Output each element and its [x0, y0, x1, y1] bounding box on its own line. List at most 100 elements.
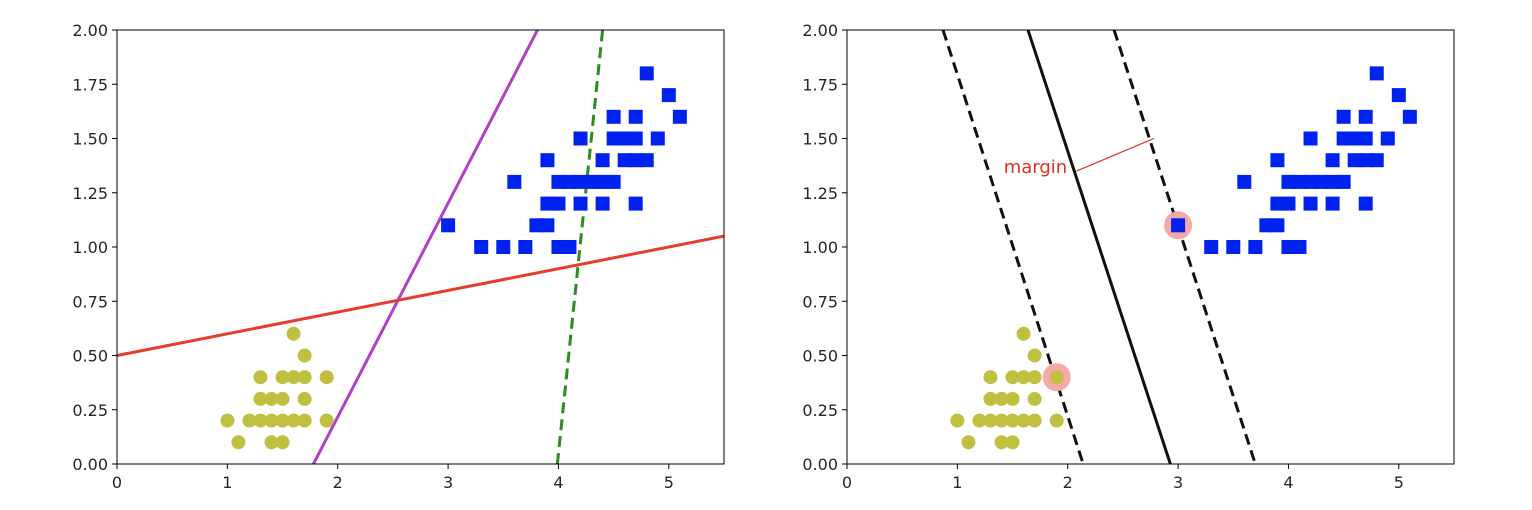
square-point-1-33 — [661, 88, 676, 103]
circle-point-0-12 — [1005, 435, 1020, 450]
circle-point-0-9 — [1005, 413, 1020, 428]
x-tick-label-0: 0 — [112, 473, 122, 492]
square-point-1-17 — [584, 174, 599, 189]
square-point-1-20 — [595, 174, 610, 189]
square-point-1-34 — [1402, 109, 1417, 124]
circle-point-0-2 — [242, 413, 257, 428]
circle-point-0-15 — [1016, 326, 1031, 341]
x-tick-label-4: 4 — [553, 473, 563, 492]
circle-point-0-18 — [1027, 348, 1042, 363]
square-point-1-14 — [573, 174, 588, 189]
square-point-1-29 — [628, 109, 643, 124]
circle-point-0-10 — [275, 370, 290, 385]
square-point-1-6 — [1270, 218, 1285, 233]
square-point-1-19 — [1325, 196, 1340, 211]
y-tick-label-6: 1.50 — [72, 130, 108, 149]
square-point-1-17 — [1314, 174, 1329, 189]
circle-point-0-0 — [950, 413, 965, 428]
y-tick-label-4: 1.00 — [802, 238, 838, 257]
circle-point-0-18 — [297, 348, 312, 363]
square-point-1-33 — [1391, 88, 1406, 103]
square-point-1-24 — [1347, 131, 1362, 146]
square-point-1-25 — [617, 153, 632, 168]
y-tick-label-8: 2.00 — [802, 21, 838, 40]
x-tick-label-1: 1 — [222, 473, 232, 492]
circle-point-0-0 — [220, 413, 235, 428]
x-tick-label-3: 3 — [443, 473, 453, 492]
square-point-1-11 — [1281, 196, 1296, 211]
square-point-1-16 — [1303, 196, 1318, 211]
circle-point-0-6 — [264, 413, 279, 428]
circle-point-0-7 — [994, 391, 1009, 406]
y-tick-label-1: 0.25 — [72, 401, 108, 420]
circle-point-0-2 — [972, 413, 987, 428]
x-tick-label-3: 3 — [1173, 473, 1183, 492]
square-point-1-0 — [441, 218, 456, 233]
square-point-1-34 — [672, 109, 687, 124]
square-point-1-31 — [1369, 66, 1384, 81]
square-point-1-6 — [540, 218, 555, 233]
y-tick-label-6: 1.50 — [802, 130, 838, 149]
x-tick-label-5: 5 — [664, 473, 674, 492]
square-point-1-24 — [617, 131, 632, 146]
circle-point-0-14 — [1016, 370, 1031, 385]
boundary-line-1 — [1026, 30, 1172, 464]
square-point-1-10 — [1281, 174, 1296, 189]
square-point-1-32 — [1380, 131, 1395, 146]
square-point-1-28 — [1358, 196, 1373, 211]
square-point-1-23 — [1336, 174, 1351, 189]
y-tick-label-4: 1.00 — [72, 238, 108, 257]
square-point-1-8 — [1270, 153, 1285, 168]
square-point-1-15 — [1303, 131, 1318, 146]
square-point-1-2 — [496, 240, 511, 254]
square-point-1-2 — [1226, 240, 1241, 254]
circle-point-0-11 — [275, 391, 290, 406]
y-tick-label-5: 1.25 — [802, 184, 838, 203]
circle-point-0-19 — [297, 413, 312, 428]
square-point-1-27 — [628, 131, 643, 146]
circle-point-0-21 — [319, 370, 334, 385]
circle-point-0-16 — [1027, 391, 1042, 406]
square-point-1-7 — [1270, 196, 1285, 211]
square-point-1-18 — [1325, 153, 1340, 168]
y-tick-label-0: 0.00 — [72, 455, 108, 474]
y-tick-label-0: 0.00 — [802, 455, 838, 474]
square-point-1-4 — [518, 240, 533, 254]
square-point-1-27 — [1358, 131, 1373, 146]
x-tick-label-0: 0 — [842, 473, 852, 492]
square-point-1-29 — [1358, 109, 1373, 124]
circle-point-0-9 — [275, 413, 290, 428]
square-point-1-26 — [628, 153, 643, 168]
square-point-1-9 — [551, 240, 566, 254]
y-tick-label-5: 1.25 — [72, 184, 108, 203]
circle-point-0-14 — [286, 370, 301, 385]
boundary-line-1 — [312, 30, 539, 464]
x-tick-label-4: 4 — [1283, 473, 1293, 492]
square-point-1-32 — [650, 131, 665, 146]
square-point-1-8 — [540, 153, 555, 168]
square-point-1-7 — [540, 196, 555, 211]
x-tick-label-5: 5 — [1394, 473, 1404, 492]
plot-area — [117, 30, 724, 464]
plot-area: margin — [941, 30, 1417, 464]
y-tick-label-7: 1.75 — [802, 75, 838, 94]
circle-point-0-20 — [1049, 413, 1064, 428]
circle-point-0-4 — [253, 391, 268, 406]
boundary-line-2 — [117, 234, 724, 357]
square-point-1-3 — [507, 174, 522, 189]
square-point-1-14 — [1303, 174, 1318, 189]
y-tick-label-1: 0.25 — [802, 401, 838, 420]
circle-point-0-7 — [264, 391, 279, 406]
square-point-1-3 — [1237, 174, 1252, 189]
circle-point-0-19 — [1027, 413, 1042, 428]
square-point-1-12 — [562, 240, 577, 254]
square-point-1-13 — [1292, 174, 1307, 189]
x-tick-label-2: 2 — [333, 473, 343, 492]
y-tick-label-3: 0.75 — [72, 292, 108, 311]
left-chart-panel: 0 1 2 3 4 5 0.00 0.25 0.50 0.75 1.00 1.25 1.50 1.75 2.… — [72, 21, 725, 492]
circle-point-0-8 — [994, 435, 1009, 450]
circle-point-0-13 — [286, 413, 301, 428]
y-tick-label-2: 0.50 — [72, 347, 108, 366]
square-point-1-5 — [1259, 218, 1274, 233]
